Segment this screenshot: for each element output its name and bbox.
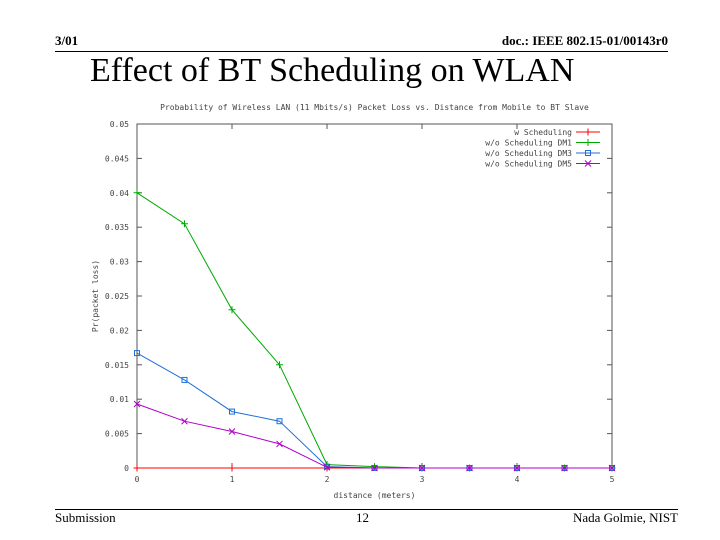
x-tick-label: 0 — [135, 475, 140, 484]
data-point — [561, 464, 568, 472]
data-point — [466, 464, 473, 472]
y-tick-label: 0.025 — [105, 292, 129, 301]
y-tick-label: 0.02 — [110, 326, 129, 335]
data-point — [608, 464, 616, 472]
data-point — [276, 440, 283, 448]
x-tick-label: 3 — [420, 475, 425, 484]
legend-label: w/o Scheduling DM5 — [485, 160, 572, 169]
header-date: 3/01 — [55, 33, 79, 48]
data-point — [133, 189, 141, 197]
y-tick-label: 0.045 — [105, 154, 129, 163]
y-tick-label: 0.005 — [105, 430, 129, 439]
footer-author: Nada Golmie, NIST — [572, 510, 678, 525]
data-point — [418, 464, 426, 472]
footer-rule — [55, 509, 678, 510]
data-point — [228, 464, 236, 472]
header-doc-id: doc.: IEEE 802.15-01/00143r0 — [501, 33, 668, 48]
data-point — [584, 139, 592, 146]
x-axis-label: distance (meters) — [334, 491, 416, 500]
series-2 — [133, 189, 616, 472]
x-tick-label: 1 — [230, 475, 235, 484]
x-tick-label: 2 — [325, 475, 330, 484]
y-tick-label: 0.015 — [105, 361, 129, 370]
data-point — [228, 306, 236, 314]
data-point — [181, 220, 188, 228]
page-number: 12 — [356, 510, 369, 525]
data-point — [133, 400, 141, 408]
chart-title: Probability of Wireless LAN (11 Mbits/s)… — [160, 103, 589, 112]
series-line — [136, 403, 612, 469]
series-3 — [134, 350, 615, 471]
data-point — [229, 408, 235, 415]
data-point — [133, 464, 141, 472]
data-point — [134, 350, 140, 357]
y-tick-label: 0.04 — [110, 189, 129, 198]
x-tick-label: 5 — [610, 475, 615, 484]
data-point — [584, 128, 592, 136]
y-tick-label: 0 — [124, 464, 129, 473]
legend-label: w Scheduling — [514, 128, 572, 137]
data-point — [323, 463, 331, 471]
data-point — [228, 428, 236, 435]
plot-area — [136, 123, 613, 469]
y-tick-label: 0.03 — [110, 258, 129, 267]
y-axis-label: Pr(packet loss) — [91, 260, 100, 332]
series-line — [136, 352, 612, 469]
y-tick-label: 0.05 — [110, 120, 129, 129]
data-point — [276, 418, 283, 425]
series-4 — [133, 400, 616, 472]
data-point — [584, 160, 592, 167]
footer-submission: Submission — [55, 510, 116, 525]
y-tick-label: 0.035 — [105, 223, 129, 232]
data-point — [513, 464, 521, 472]
data-point — [181, 376, 188, 383]
header-rule — [55, 51, 668, 52]
data-point — [371, 464, 378, 472]
legend-label: w/o Scheduling DM3 — [485, 149, 572, 158]
slide-title: Effect of BT Scheduling on WLAN — [90, 52, 575, 89]
x-tick-label: 4 — [515, 475, 520, 484]
legend-label: w/o Scheduling DM1 — [485, 139, 572, 148]
y-tick-label: 0.01 — [110, 395, 129, 404]
data-point — [585, 150, 591, 156]
data-point — [276, 361, 283, 369]
data-point — [181, 417, 188, 425]
